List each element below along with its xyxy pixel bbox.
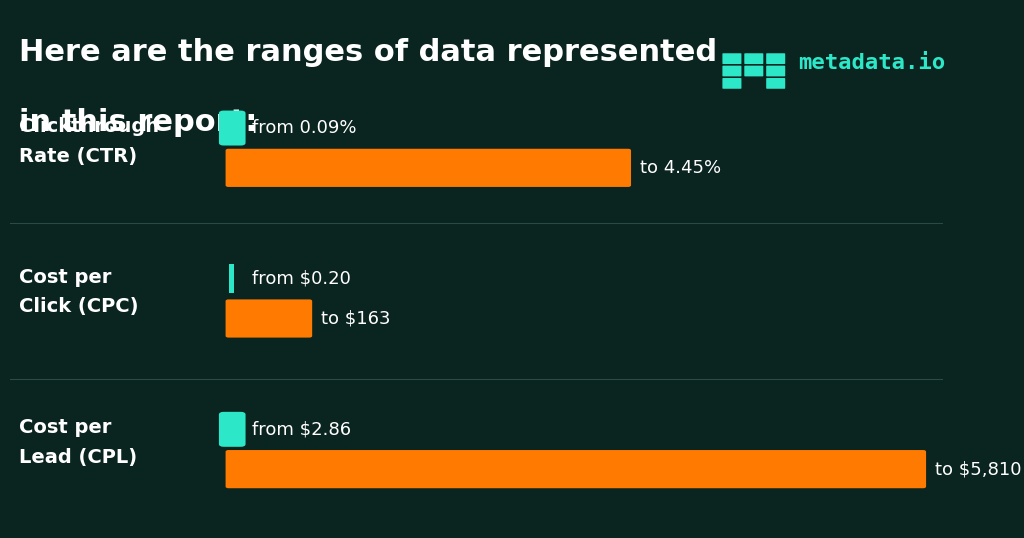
FancyBboxPatch shape: [219, 111, 246, 146]
Text: Clickthrough: Clickthrough: [19, 117, 159, 136]
Text: to $5,810: to $5,810: [935, 460, 1021, 478]
FancyBboxPatch shape: [744, 66, 763, 76]
Text: Here are the ranges of data represented: Here are the ranges of data represented: [19, 38, 717, 67]
Text: metadata.io: metadata.io: [799, 53, 946, 74]
Text: from $0.20: from $0.20: [252, 270, 351, 288]
Text: to $163: to $163: [321, 309, 390, 328]
FancyBboxPatch shape: [219, 412, 246, 447]
FancyBboxPatch shape: [722, 53, 741, 64]
FancyBboxPatch shape: [766, 66, 785, 76]
FancyBboxPatch shape: [722, 66, 741, 76]
Text: Cost per: Cost per: [19, 418, 112, 437]
FancyBboxPatch shape: [225, 299, 312, 338]
FancyBboxPatch shape: [722, 78, 741, 89]
FancyBboxPatch shape: [229, 264, 234, 294]
Text: Click (CPC): Click (CPC): [19, 297, 138, 316]
Text: from $2.86: from $2.86: [252, 420, 351, 438]
Text: to 4.45%: to 4.45%: [640, 159, 721, 177]
FancyBboxPatch shape: [225, 450, 926, 489]
Text: from 0.09%: from 0.09%: [252, 119, 356, 137]
Text: Lead (CPL): Lead (CPL): [19, 448, 137, 467]
FancyBboxPatch shape: [766, 78, 785, 89]
Text: in this report:: in this report:: [19, 108, 257, 137]
FancyBboxPatch shape: [744, 53, 763, 64]
Text: Rate (CTR): Rate (CTR): [19, 146, 137, 166]
FancyBboxPatch shape: [766, 53, 785, 64]
FancyBboxPatch shape: [225, 149, 631, 187]
Text: Cost per: Cost per: [19, 267, 112, 287]
